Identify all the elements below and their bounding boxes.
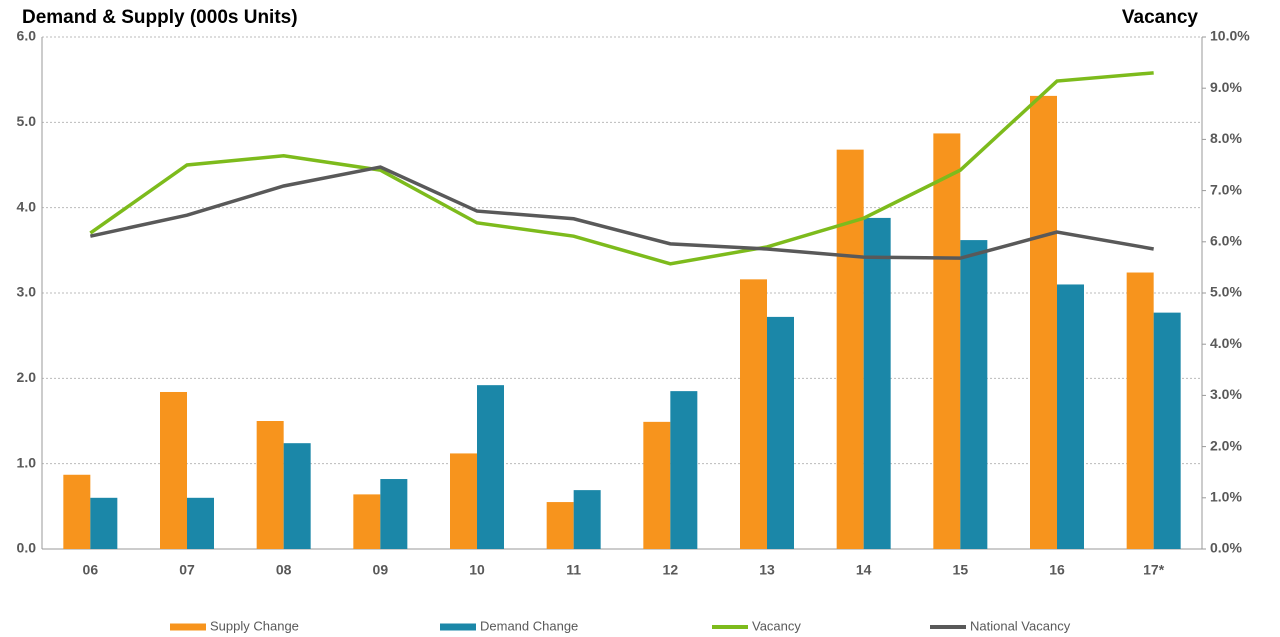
y2-tick-label: 3.0% <box>1210 386 1242 402</box>
y-tick-label: 1.0 <box>17 454 37 470</box>
y-tick-label: 3.0 <box>17 284 37 300</box>
bar <box>160 391 187 549</box>
y2-axis-title: Vacancy <box>1122 7 1198 28</box>
y2-tick-label: 10.0% <box>1210 28 1250 44</box>
y2-tick-label: 0.0% <box>1210 540 1242 556</box>
bar <box>960 240 988 550</box>
line <box>89 165 1154 260</box>
bar <box>187 497 214 549</box>
bar <box>1153 312 1181 549</box>
bar <box>450 453 477 549</box>
bar <box>546 502 574 549</box>
bar <box>380 479 408 549</box>
bar <box>90 497 118 549</box>
bar <box>1030 95 1057 549</box>
y2-tick-label: 6.0% <box>1210 233 1242 249</box>
legend-label: Demand Change <box>480 618 578 633</box>
y-tick-label: 2.0 <box>17 369 37 385</box>
bar <box>643 421 671 549</box>
bar <box>740 279 767 549</box>
y2-tick-label: 8.0% <box>1210 130 1242 146</box>
x-tick-label: 14 <box>856 562 872 578</box>
x-tick-label: 17* <box>1143 562 1165 578</box>
x-tick-label: 06 <box>83 562 99 578</box>
bar <box>353 494 381 549</box>
legend-label: National Vacancy <box>970 618 1071 633</box>
x-tick-label: 13 <box>759 562 775 578</box>
x-tick-label: 10 <box>469 562 485 578</box>
bar <box>283 443 311 549</box>
x-tick-label: 07 <box>179 562 195 578</box>
y2-tick-label: 9.0% <box>1210 79 1242 95</box>
bar <box>256 421 284 549</box>
bar <box>863 217 891 549</box>
x-tick-label: 15 <box>953 562 969 578</box>
y2-tick-label: 4.0% <box>1210 335 1242 351</box>
bar <box>767 316 794 549</box>
x-tick-label: 11 <box>566 562 581 578</box>
y2-tick-label: 2.0% <box>1210 437 1242 453</box>
y-tick-label: 0.0 <box>17 540 37 556</box>
x-tick-label: 12 <box>663 562 679 578</box>
legend-label: Vacancy <box>752 618 801 633</box>
bar <box>933 133 961 549</box>
y-tick-label: 5.0 <box>17 113 37 129</box>
bar <box>1057 284 1084 549</box>
legend-label: Supply Change <box>210 618 299 633</box>
x-tick-label: 16 <box>1049 562 1065 578</box>
bar <box>670 391 698 549</box>
y2-tick-label: 5.0% <box>1210 284 1242 300</box>
bar <box>63 474 91 549</box>
y-tick-label: 6.0 <box>17 28 37 44</box>
x-tick-label: 09 <box>373 562 389 578</box>
bar <box>477 385 504 549</box>
chart-title: Demand & Supply (000s Units) <box>22 7 298 28</box>
line <box>89 71 1154 266</box>
y-tick-label: 4.0 <box>17 198 37 214</box>
bar <box>836 149 864 549</box>
bar <box>573 490 601 549</box>
x-tick-label: 08 <box>276 562 292 578</box>
bar <box>1126 272 1154 549</box>
y2-tick-label: 1.0% <box>1210 489 1242 505</box>
y2-tick-label: 7.0% <box>1210 181 1242 197</box>
